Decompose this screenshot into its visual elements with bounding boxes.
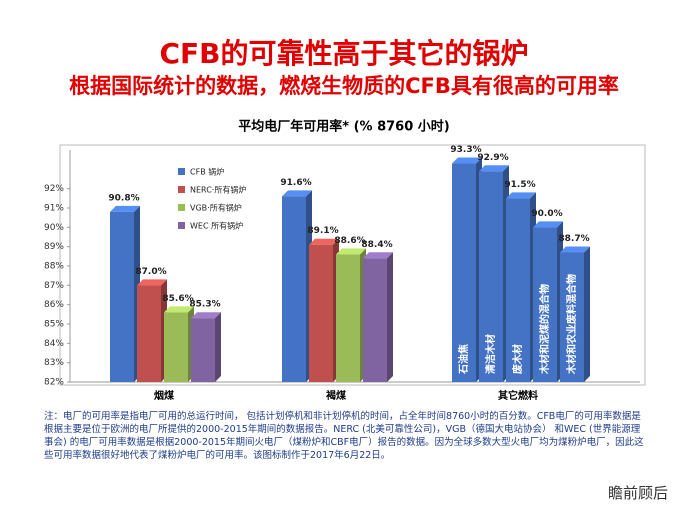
value-label: 90.0%: [531, 209, 562, 219]
value-label: 85.6%: [162, 294, 193, 304]
bar-top: [560, 246, 590, 253]
chart: 平均电厂年可用率* (% 8760 小时) 82% 83% 84% 85% 86% 87%…: [44, 119, 646, 402]
bar-side: [215, 312, 221, 382]
value-label: 88.6%: [334, 236, 365, 246]
bar-top: [452, 157, 482, 164]
bar-label: 清洁木材: [484, 334, 497, 374]
value-label: 85.3%: [189, 300, 220, 310]
note: 注：电厂的可用率是指电厂可用的总运行时间， 包括计划停机和非计划停机的时间，占全…: [44, 411, 644, 461]
bar: [309, 244, 333, 382]
value-label: 90.8%: [108, 193, 139, 203]
y-tick-label: 86%: [44, 300, 64, 310]
y-tick-label: 88%: [44, 262, 64, 272]
bar: [363, 258, 387, 382]
bar: [452, 163, 476, 382]
value-label: 88.4%: [361, 240, 392, 250]
legend-label: CFB 锅炉: [190, 167, 224, 177]
bar-top: [506, 192, 536, 199]
x-tick-label: 烟煤: [154, 389, 174, 402]
bar: [191, 318, 215, 382]
bar-top: [336, 248, 366, 255]
chart-title: 平均电厂年可用率* (% 8760 小时): [238, 119, 449, 135]
legend-label: WEC 所有锅炉: [190, 221, 243, 231]
bar: [137, 285, 161, 382]
x-tick-label: 其它燃料: [498, 389, 538, 402]
slide-subtitle: 根据国际统计的数据，燃烧生物质的CFB具有很高的可用率: [69, 74, 619, 98]
y-tick-label: 92%: [44, 184, 64, 194]
bar-top: [137, 279, 167, 286]
bar-label: 石油焦: [457, 344, 470, 375]
value-label: 91.6%: [280, 178, 311, 188]
x-tick-label: 褐煤: [325, 389, 346, 402]
value-label: 89.1%: [307, 226, 338, 236]
value-label: 91.5%: [504, 180, 535, 190]
bar: [560, 252, 584, 382]
bar-top: [164, 306, 194, 313]
bar-label: 木材和农业废料混合物: [565, 274, 578, 375]
y-tick-label: 82%: [44, 378, 64, 388]
bar-label: 木材和泥煤的混合物: [538, 284, 551, 375]
bar: [533, 227, 557, 382]
bar-side: [387, 252, 393, 382]
value-label: 87.0%: [135, 267, 166, 277]
legend-label: NERC·所有锅炉: [190, 185, 246, 195]
bar-top: [479, 165, 509, 172]
legend-swatch: [178, 204, 185, 211]
bar: [336, 254, 360, 382]
y-tick-label: 85%: [44, 320, 64, 330]
plot-frame: [59, 144, 646, 386]
y-tick-label: 83%: [44, 358, 64, 368]
bar: [506, 198, 530, 382]
bar: [479, 171, 503, 382]
bar-label: 废木材: [511, 344, 524, 374]
bar-top: [191, 312, 221, 319]
bar-top: [110, 205, 140, 212]
legend-label: VGB·所有锅炉: [190, 203, 242, 213]
y-tick-label: 87%: [44, 281, 64, 291]
watermark: 瞻前顾后: [607, 484, 668, 502]
bar: [282, 196, 306, 382]
bar-side: [584, 246, 590, 382]
y-tick-label: 89%: [44, 242, 64, 252]
bar: [164, 312, 188, 382]
bar-top: [309, 238, 339, 245]
legend-swatch: [178, 186, 185, 193]
value-label: 92.9%: [477, 153, 508, 163]
value-label: 88.7%: [558, 234, 589, 244]
slide-title: CFB的可靠性高于其它的锅炉: [159, 37, 529, 70]
bar: [110, 211, 134, 382]
value-label: 93.3%: [450, 145, 481, 155]
y-tick-label: 84%: [44, 339, 64, 349]
legend-swatch: [178, 168, 185, 175]
y-tick-label: 90%: [44, 223, 64, 233]
legend-swatch: [178, 222, 185, 229]
bar-top: [533, 221, 563, 228]
bar-top: [363, 252, 393, 259]
y-tick-label: 91%: [44, 204, 64, 214]
bar-top: [282, 190, 312, 197]
